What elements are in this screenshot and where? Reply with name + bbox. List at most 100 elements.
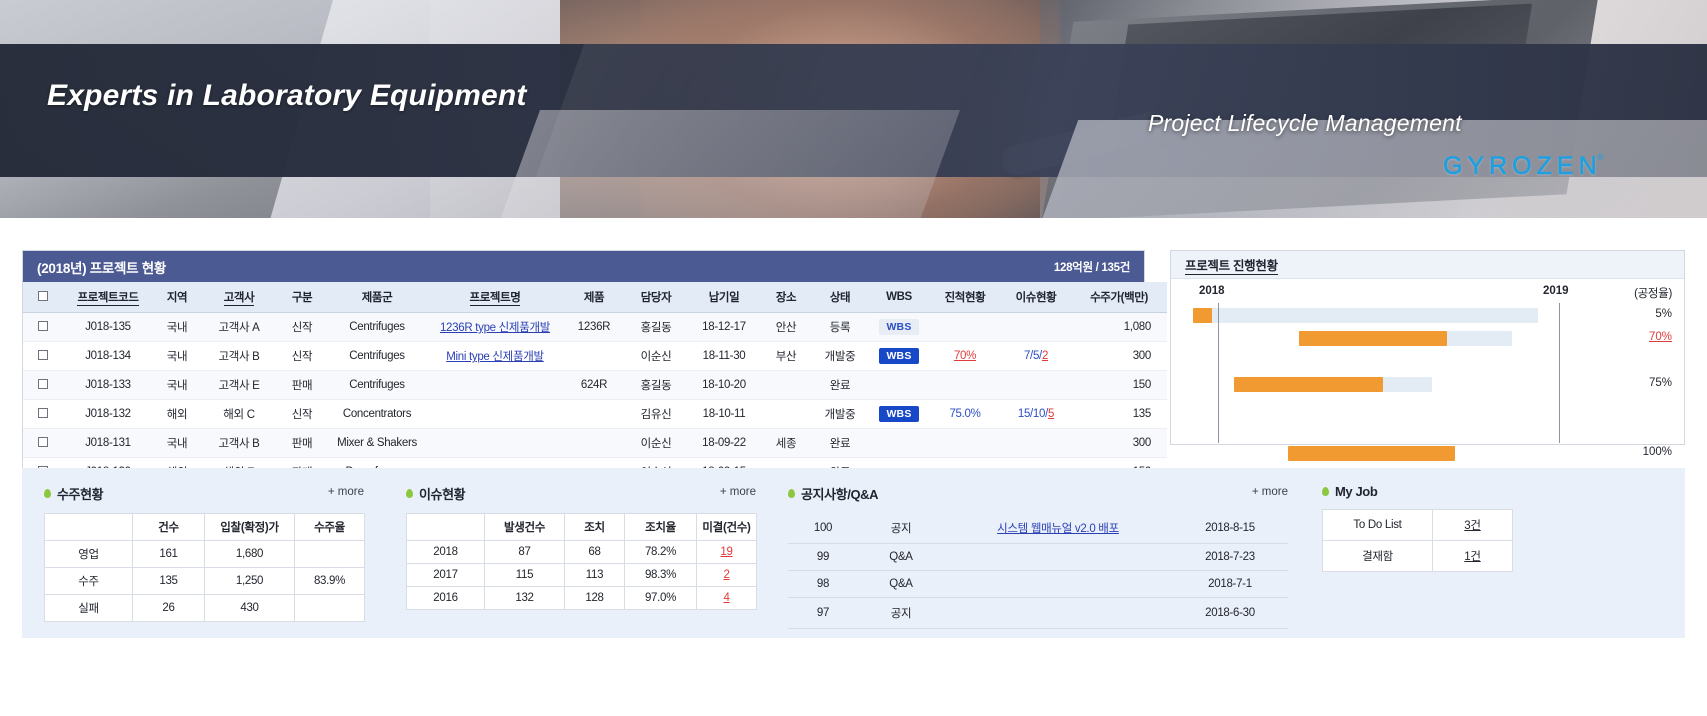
notice-more-button[interactable]: + more [1251,486,1288,498]
list-item[interactable]: 98 Q&A 2018-7-1 [788,570,1288,598]
issue-cell-label: 2018 [406,540,485,564]
checkbox-icon[interactable] [38,378,48,389]
cell-place [761,370,811,400]
notice-cell-subject[interactable]: 시스템 웹매뉴얼 v2.0 배포 [944,513,1172,544]
cell-amount: 300 [1071,428,1167,458]
select-all-header[interactable] [23,282,63,313]
issue-cell-open[interactable]: 4 [696,586,757,610]
order-cell-label: 영업 [44,540,133,568]
table-row: 2016 132 128 97.0% 4 [406,586,757,610]
list-item[interactable]: 100 공지 시스템 웹매뉴얼 v2.0 배포 2018-8-15 [788,513,1288,544]
gantt-bar-fill [1299,331,1448,346]
cell-owner: 홍길동 [625,370,687,400]
cell-owner: 김유신 [625,399,687,429]
notice-cell-date: 2018-8-15 [1172,513,1288,544]
table-row[interactable]: J018-134 국내 고객사 B 신작 Centrifuges Mini type 신제… [23,341,1167,371]
notice-cell-subject[interactable] [944,597,1172,629]
order-status-title: 수주현황 [44,484,364,503]
issue-cell-open[interactable]: 19 [696,540,757,564]
notice-cell-no: 100 [788,513,858,544]
issue-open-value: 2 [1041,350,1049,362]
issue-more-button[interactable]: + more [719,486,756,498]
table-row[interactable]: J018-135 국내 고객사 A 신작 Centrifuges 1236R type 신… [23,312,1167,342]
project-name-link[interactable]: 1236R type 신제품개발 [439,322,551,334]
cell-group: Concentrators [327,399,427,429]
wbs-button[interactable]: WBS [879,319,919,335]
cell-place: 안산 [761,312,811,342]
list-item[interactable]: 97 공지 2018-6-30 [788,597,1288,629]
leaf-bullet-icon [406,489,413,498]
gantt-row: 75% [1171,374,1684,397]
checkbox-icon[interactable] [38,349,48,360]
cell-product: 1236R [563,312,625,342]
col-progress: 진척현황 [929,282,1001,313]
checkbox-icon[interactable] [38,290,48,301]
myjob-cell-value[interactable]: 3건 [1432,509,1513,541]
issue-cell-occurred: 132 [484,586,565,610]
issue-open-link[interactable]: 19 [720,546,733,558]
issue-cell-open[interactable]: 2 [696,563,757,587]
issue-open-link[interactable]: 2 [723,569,730,581]
notice-subject-link[interactable]: 시스템 웹매뉴얼 v2.0 배포 [997,523,1119,535]
order-more-button[interactable]: + more [327,486,364,498]
myjob-count-link[interactable]: 1건 [1464,551,1481,563]
registered-mark-icon: ® [1597,152,1604,162]
progress-value: 75.0% [949,408,981,420]
table-row[interactable]: J018-131 국내 고객사 B 판매 Mixer & Shakers 이순신 18-09… [23,428,1167,458]
notice-cell-subject[interactable] [944,543,1172,571]
cell-type: 신작 [277,312,327,342]
cell-group: Centrifuges [327,370,427,400]
order-cell-label: 수주 [44,567,133,595]
order-col-bid: 입찰(확정)가 [204,513,295,541]
checkbox-icon[interactable] [38,320,48,331]
table-row[interactable]: J018-132 해외 해외 C 신작 Concentrators 김유신 18-10-11… [23,399,1167,429]
row-checkbox [23,399,63,429]
cell-product: 624R [563,370,625,400]
gantt-row: 100% [1171,443,1684,466]
wbs-button[interactable]: WBS [879,406,919,422]
project-progress-header: 프로젝트 진행현황 [1171,251,1684,279]
project-name-link[interactable]: Mini type 신제품개발 [446,351,544,363]
issue-open-link[interactable]: 4 [723,592,730,604]
notice-cell-subject[interactable] [944,570,1172,598]
myjob-cell-value[interactable]: 1건 [1432,540,1513,572]
gantt-rows: 5% 70% 75% 100% [1171,305,1684,466]
gantt-pct-header: (공정율) [1634,288,1672,300]
order-table: 건수 입찰(확정)가 수주율 영업 161 1,680 수주 135 1,250 83.9%… [44,513,365,622]
cell-name [427,428,563,458]
order-cell-rate: 83.9% [294,567,365,595]
banner-notch-secondary [499,110,961,218]
project-progress-title: 프로젝트 진행현황 [1185,255,1278,275]
cell-amount: 135 [1071,399,1167,429]
issue-cell-acted: 68 [564,540,625,564]
project-summary-total: 128억원 / 135건 [1053,261,1130,274]
cell-group: Centrifuges [327,341,427,371]
cell-code: J018-131 [63,428,153,458]
notice-cell-no: 97 [788,597,858,629]
row-checkbox [23,312,63,342]
list-item[interactable]: 99 Q&A 2018-7-23 [788,543,1288,571]
order-cell-bid: 430 [204,594,295,622]
checkbox-icon[interactable] [38,407,48,418]
leaf-bullet-icon [788,489,795,498]
myjob-panel: My Job To Do List 3건 결재함 1건 [1322,484,1513,572]
order-col-rate: 수주율 [294,513,365,541]
gantt-row: 5% [1171,305,1684,328]
issue-col-rate: 조치율 [624,513,697,541]
gantt-bar-fill [1192,308,1212,323]
cell-due: 18-10-11 [687,399,761,429]
cell-status: 개발중 [811,341,869,371]
project-progress-card: 프로젝트 진행현황 2018 2019 (공정율) 5% 70% 75% 100% [1170,250,1685,461]
checkbox-icon[interactable] [38,436,48,447]
order-cell-rate [294,594,365,622]
notice-table-body: 100 공지 시스템 웹매뉴얼 v2.0 배포 2018-8-15 99 Q&A 2018-… [788,513,1288,629]
myjob-count-link[interactable]: 3건 [1464,520,1481,532]
wbs-button[interactable]: WBS [879,348,919,364]
table-row[interactable]: J018-133 국내 고객사 E 판매 Centrifuges 624R 홍길동 18-10… [23,370,1167,400]
cell-wbs: WBS [869,341,929,371]
cell-group: Centrifuges [327,312,427,342]
issue-table: 발생건수 조치 조치율 미결(건수) 2018 87 68 78.2% 19 2017 11… [406,513,757,610]
cell-wbs [869,370,929,400]
cell-due: 18-10-20 [687,370,761,400]
issue-col-acted: 조치 [564,513,625,541]
